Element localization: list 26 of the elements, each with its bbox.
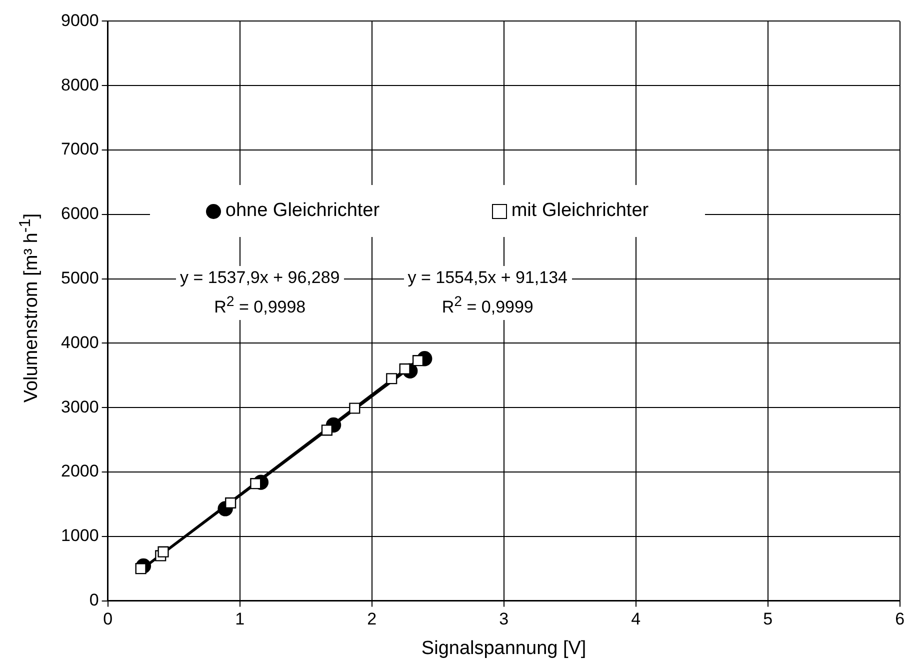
y-tick-label: 8000 xyxy=(60,75,99,94)
x-tick-label: 2 xyxy=(367,610,377,629)
y-tick-label: 6000 xyxy=(60,204,99,224)
y-tick-label: 5000 xyxy=(60,268,99,288)
equation-panel: y = 1554,5x + 91,134 R$^{2}$ = 0,9999 xyxy=(404,266,572,320)
annotation: y = 1537,9x + 96,289 xyxy=(180,267,340,289)
y-tick-label: 0 xyxy=(89,590,99,610)
x-tick-label: 6 xyxy=(895,610,905,629)
x-tick-label: 5 xyxy=(763,610,773,629)
legend-label: mit Gleichrichter xyxy=(511,200,649,222)
annotation: R$^{2}$ = 0,9998 xyxy=(213,293,307,319)
y-tick-label: 3000 xyxy=(60,397,99,416)
x-tick-label: 4 xyxy=(631,610,641,629)
x-tick-label: 3 xyxy=(499,610,509,629)
y-tick-label: 7000 xyxy=(60,140,99,159)
x-tick-label: 1 xyxy=(235,610,245,629)
y-tick-label: 4000 xyxy=(60,332,99,352)
annotation: y = 1554,5x + 91,134 xyxy=(408,267,568,289)
x-axis-title: Signalspannung [V] xyxy=(421,638,586,659)
y-tick-label: 9000 xyxy=(60,10,99,30)
equation-panel: y = 1537,9x + 96,289 R$^{2}$ = 0,9998 xyxy=(176,266,344,320)
annotation: R$^{2}$ = 0,9999 xyxy=(440,293,534,319)
y-tick-label: 1000 xyxy=(60,526,99,546)
legend-label: ohne Gleichrichter xyxy=(225,200,380,222)
x-tick-label: 0 xyxy=(103,610,113,629)
y-tick-label: 2000 xyxy=(60,462,99,481)
